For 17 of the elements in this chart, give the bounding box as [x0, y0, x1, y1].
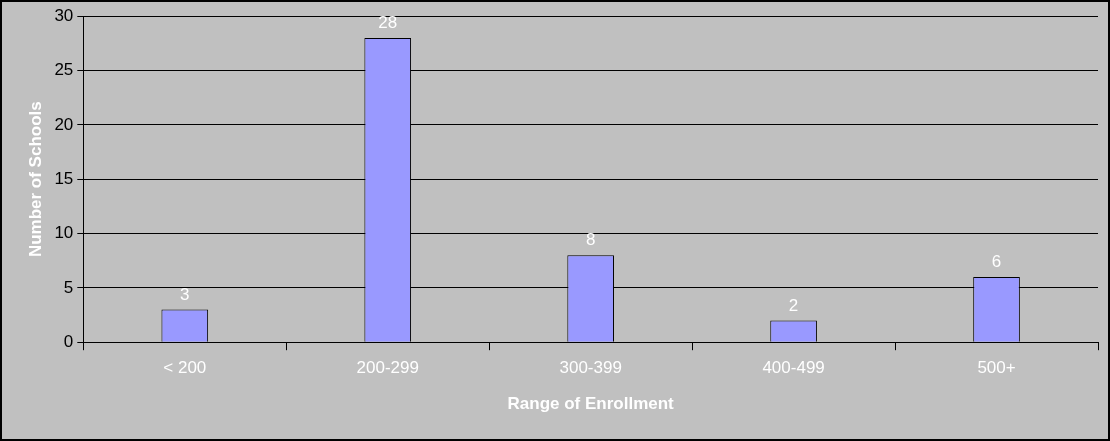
x-tick-label: 200-299 [356, 358, 419, 378]
x-tick-label: < 200 [163, 358, 207, 378]
x-axis-title: Range of Enrollment [507, 394, 675, 414]
data-label: 2 [788, 295, 799, 315]
y-tick-label: 5 [63, 277, 74, 297]
y-axis-title: Number of Schools [25, 101, 45, 258]
y-tick-label: 20 [54, 114, 74, 134]
y-tick-label: 25 [54, 60, 74, 80]
y-tick-label: 30 [54, 5, 74, 25]
data-label: 3 [180, 284, 190, 304]
x-tick-label: 400-499 [762, 358, 825, 378]
y-tick-label: 15 [54, 168, 74, 188]
x-tick-label: 300-399 [559, 358, 622, 378]
x-tick-label: 500+ [977, 358, 1016, 378]
data-label: 6 [991, 252, 1002, 272]
y-tick-label: 0 [63, 331, 74, 351]
y-tick-label: 10 [54, 223, 74, 243]
